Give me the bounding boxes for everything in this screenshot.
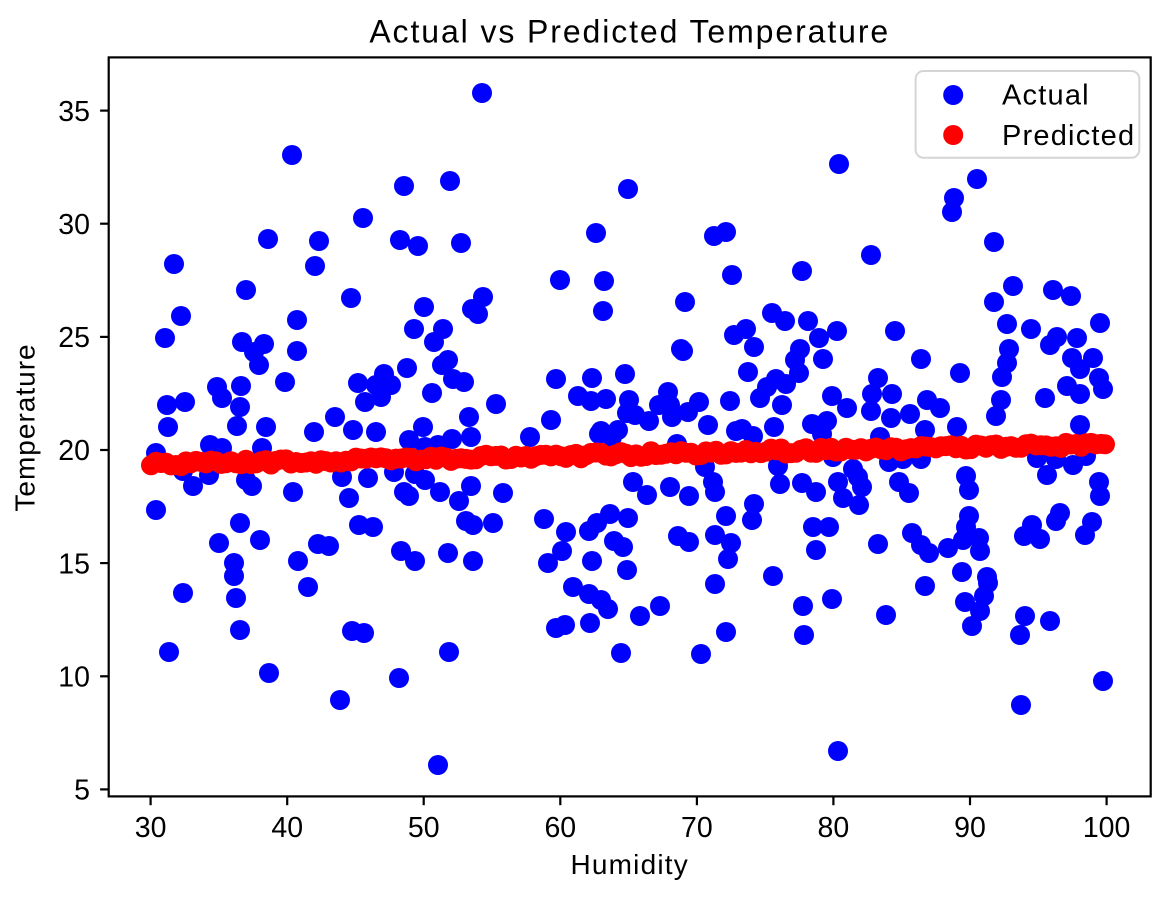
svg-text:10: 10: [58, 662, 90, 694]
svg-text:30: 30: [135, 812, 167, 844]
svg-text:70: 70: [681, 812, 713, 844]
svg-text:80: 80: [818, 812, 850, 844]
svg-text:40: 40: [271, 812, 303, 844]
svg-text:90: 90: [954, 812, 986, 844]
svg-text:15: 15: [58, 548, 90, 580]
svg-text:20: 20: [58, 435, 90, 467]
svg-text:100: 100: [1083, 812, 1131, 844]
svg-text:25: 25: [58, 322, 90, 354]
svg-text:30: 30: [58, 209, 90, 241]
svg-text:Humidity: Humidity: [570, 849, 689, 880]
svg-text:Actual: Actual: [1002, 79, 1090, 111]
svg-text:Actual vs Predicted Temperatur: Actual vs Predicted Temperature: [369, 14, 890, 50]
svg-text:Predicted: Predicted: [1002, 120, 1135, 152]
svg-text:50: 50: [408, 812, 440, 844]
svg-text:Temperature: Temperature: [10, 343, 41, 511]
svg-text:35: 35: [58, 96, 90, 128]
svg-text:60: 60: [544, 812, 576, 844]
svg-text:5: 5: [74, 775, 90, 807]
